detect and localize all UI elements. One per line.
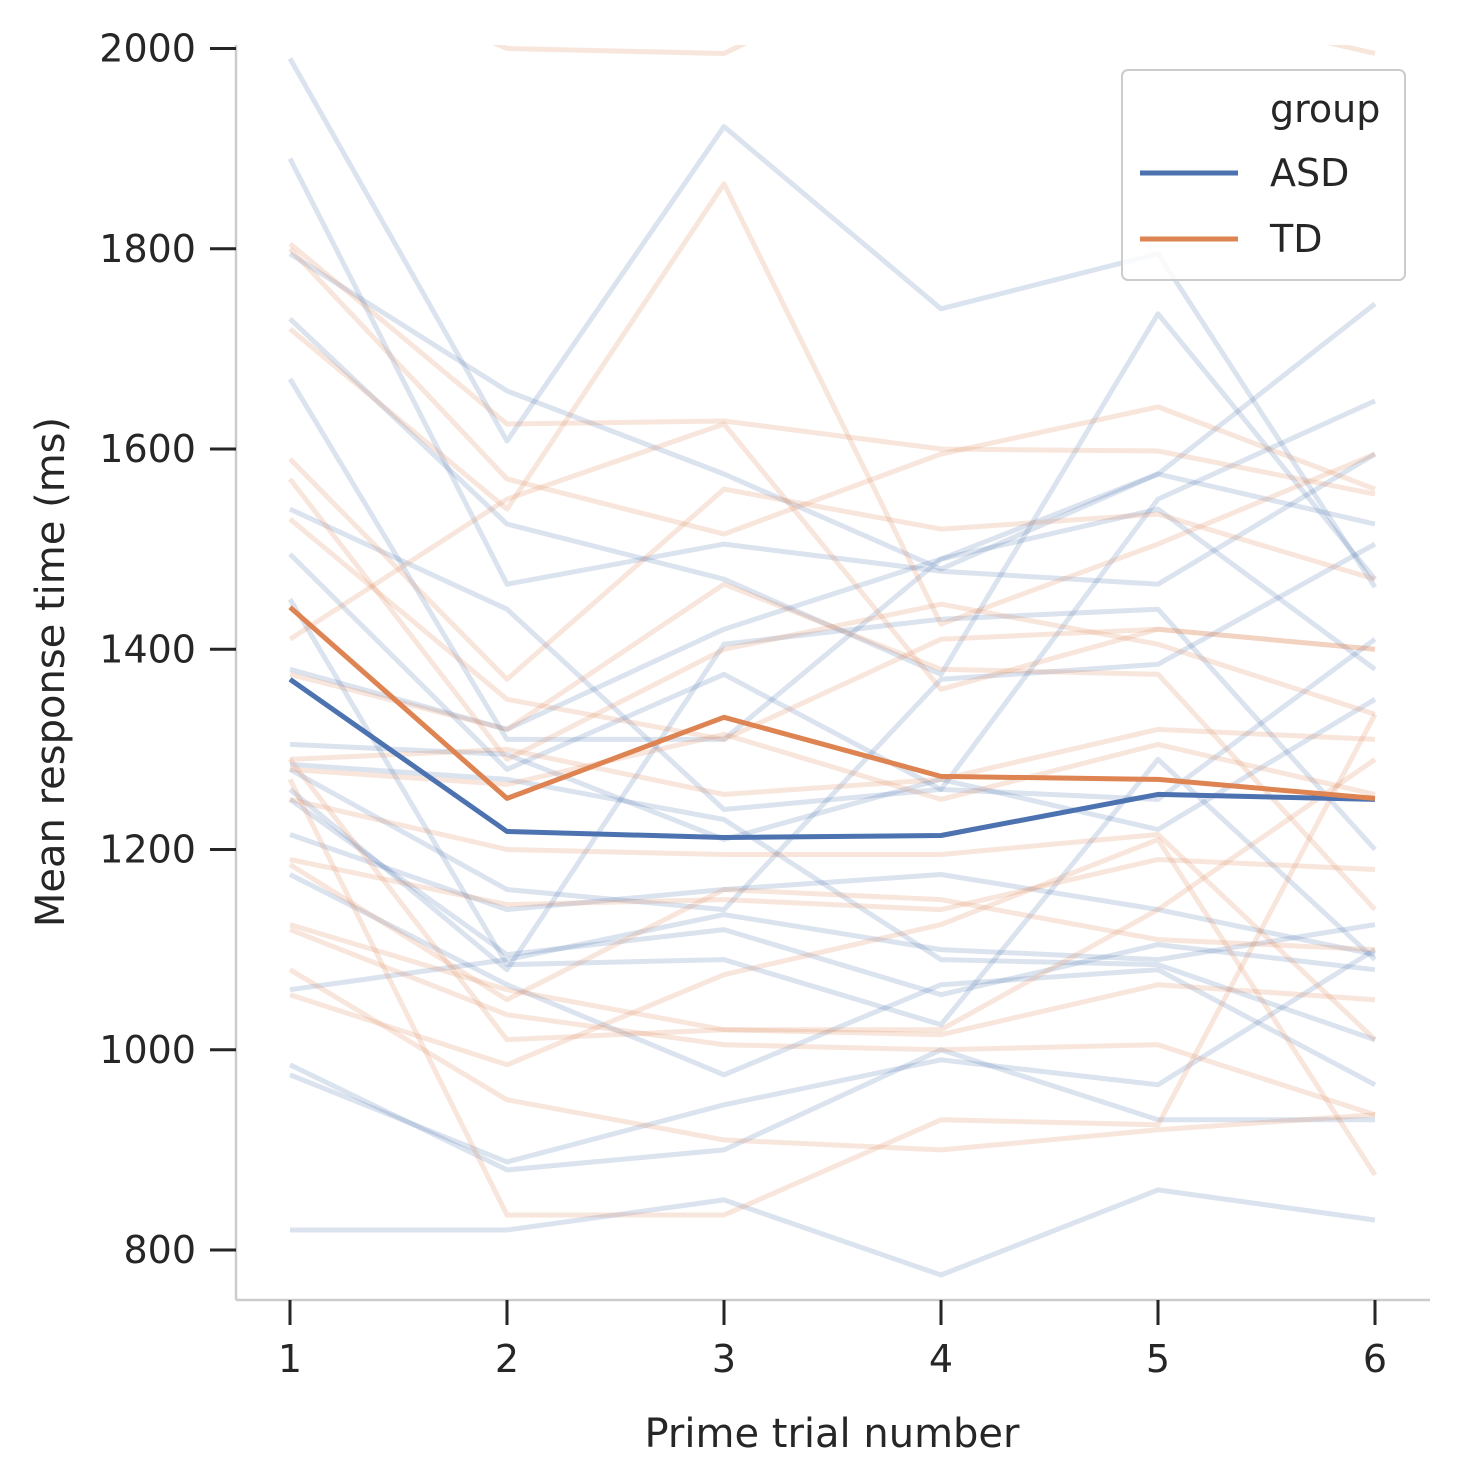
individual-line-td-14 <box>288 862 1376 1003</box>
individual-line-asd-16 <box>289 912 1376 993</box>
individual-line-td-1 <box>492 45 1376 56</box>
y-ticks: 800 1000 1200 1400 1600 1800 2000 <box>99 27 236 1272</box>
x-tick-label-1: 1 <box>278 1337 302 1381</box>
mean-line-td <box>288 605 1376 801</box>
individual-line-asd-19 <box>290 1187 1376 1278</box>
individual-line-td-12 <box>289 796 1377 1042</box>
individual-line-asd-7 <box>288 398 1377 792</box>
individual-line-asd-17 <box>288 1047 1375 1173</box>
y-tick-label-1800: 1800 <box>99 227 196 271</box>
individual-line-td-6 <box>288 477 1376 762</box>
individual-line-td-18 <box>289 837 1378 1177</box>
legend-frame <box>1121 69 1406 281</box>
legend-label-asd: ASD <box>1270 151 1349 195</box>
individual-lines <box>287 45 1378 1278</box>
x-ticks: 1 2 3 4 5 6 <box>278 1300 1387 1381</box>
x-tick-label-4: 4 <box>929 1337 953 1381</box>
y-axis-label: Mean response time (ms) <box>28 417 74 927</box>
individual-line-asd-18 <box>289 947 1377 1165</box>
individual-line-td-2 <box>288 241 1376 497</box>
individual-line-asd-20 <box>288 606 1377 973</box>
y-tick-label-1600: 1600 <box>99 427 196 471</box>
x-tick-label-6: 6 <box>1363 1337 1387 1381</box>
individual-line-asd-15 <box>288 872 1377 1088</box>
individual-line-td-5 <box>288 457 1376 682</box>
individual-line-asd-4 <box>288 311 1377 677</box>
individual-line-td-19 <box>288 757 1377 1043</box>
individual-line-td-7 <box>288 517 1376 742</box>
individual-line-asd-1 <box>287 57 1378 589</box>
y-tick-label-1200: 1200 <box>99 828 196 872</box>
individual-line-td-9 <box>289 581 1377 912</box>
individual-line-td-10 <box>289 726 1376 797</box>
individual-line-td-15 <box>289 922 1376 1038</box>
individual-line-asd-14 <box>289 832 1376 958</box>
individual-line-td-3 <box>288 247 1376 537</box>
individual-line-asd-3 <box>288 251 1377 572</box>
y-tick-label-800: 800 <box>123 1228 196 1272</box>
legend-label-td: TD <box>1269 217 1322 261</box>
x-axis-label: Prime trial number <box>645 1411 1021 1457</box>
individual-line-asd-10 <box>289 697 1377 842</box>
x-tick-label-3: 3 <box>712 1337 736 1381</box>
individual-line-asd-11 <box>289 761 1376 1043</box>
individual-line-td-16 <box>289 927 1376 1118</box>
individual-line-td-8 <box>288 421 1376 692</box>
y-tick-label-1000: 1000 <box>99 1028 196 1072</box>
legend: group ASD TD <box>1121 69 1406 281</box>
individual-line-asd-5 <box>287 377 1377 742</box>
x-tick-label-5: 5 <box>1146 1337 1170 1381</box>
mean-line-asd <box>288 677 1376 840</box>
individual-line-td-13 <box>289 857 1376 913</box>
y-tick-label-1400: 1400 <box>99 627 196 671</box>
individual-line-asd-6 <box>288 506 1377 812</box>
individual-line-asd-2 <box>287 157 1377 587</box>
individual-line-td-17 <box>288 967 1376 1153</box>
x-tick-label-2: 2 <box>495 1337 519 1381</box>
individual-line-td-4 <box>288 181 1376 627</box>
individual-line-asd-9 <box>289 471 1376 732</box>
individual-line-td-11 <box>289 731 1376 802</box>
individual-line-td-20 <box>287 713 1378 1218</box>
legend-title: group <box>1270 87 1380 131</box>
mean-lines <box>288 605 1376 840</box>
individual-line-asd-13 <box>288 797 1376 998</box>
individual-line-asd-12 <box>288 541 1377 913</box>
y-tick-label-2000: 2000 <box>99 27 196 71</box>
